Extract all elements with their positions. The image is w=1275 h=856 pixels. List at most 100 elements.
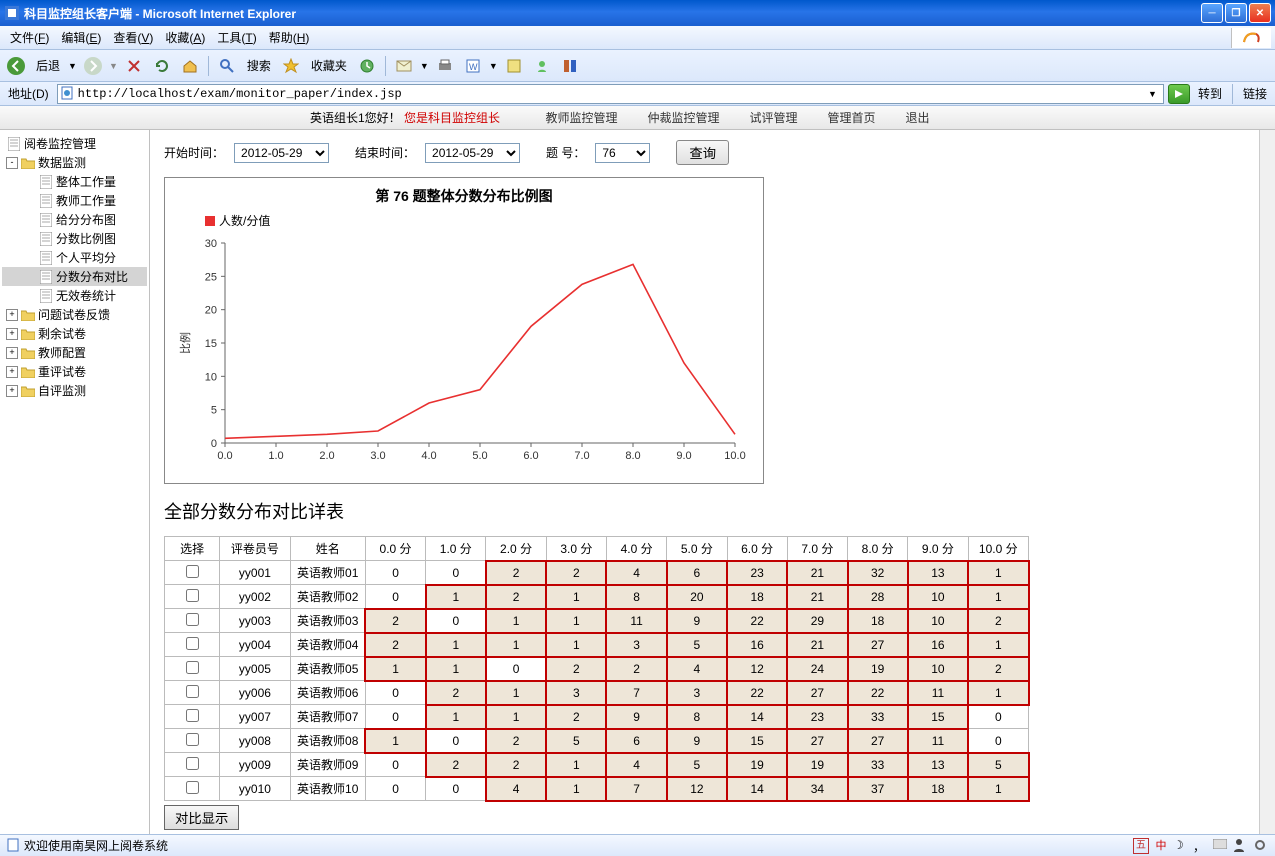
row-checkbox[interactable]: [186, 685, 199, 698]
home-button[interactable]: [178, 54, 202, 78]
links-label[interactable]: 链接: [1239, 85, 1271, 102]
score-cell: 21: [787, 633, 847, 657]
menu-h[interactable]: 帮助(H): [263, 27, 316, 48]
question-no-select[interactable]: 76: [595, 143, 650, 163]
row-checkbox[interactable]: [186, 757, 199, 770]
research-icon[interactable]: [558, 54, 582, 78]
score-cell: 2: [486, 753, 546, 777]
stop-button[interactable]: [122, 54, 146, 78]
refresh-button[interactable]: [150, 54, 174, 78]
favorites-icon[interactable]: [279, 54, 303, 78]
back-dropdown-icon[interactable]: ▼: [68, 61, 77, 71]
edit-icon[interactable]: W: [461, 54, 485, 78]
menu-f[interactable]: 文件(F): [4, 27, 55, 48]
score-cell: 21: [787, 561, 847, 585]
ime-person-icon[interactable]: [1233, 838, 1249, 854]
menu-v[interactable]: 查看(V): [107, 27, 159, 48]
menu-t[interactable]: 工具(T): [211, 27, 262, 48]
close-button[interactable]: ✕: [1249, 3, 1271, 23]
start-date-select[interactable]: 2012-05-29: [234, 143, 329, 163]
maximize-button[interactable]: ❐: [1225, 3, 1247, 23]
compare-button[interactable]: 对比显示: [164, 805, 239, 830]
tree-node-11[interactable]: +教师配置: [2, 343, 147, 362]
tree-node-8[interactable]: 无效卷统计: [2, 286, 147, 305]
row-checkbox[interactable]: [186, 733, 199, 746]
tree-node-6[interactable]: 个人平均分: [2, 248, 147, 267]
row-checkbox[interactable]: [186, 589, 199, 602]
tree-expand-icon[interactable]: +: [6, 328, 18, 340]
score-cell: 6: [667, 561, 727, 585]
tree-node-12[interactable]: +重评试卷: [2, 362, 147, 381]
ime-gear-icon[interactable]: [1253, 838, 1269, 854]
forward-button[interactable]: [81, 54, 105, 78]
table-title: 全部分数分布对比详表: [164, 498, 1261, 524]
tree-node-1[interactable]: -数据监测: [2, 153, 147, 172]
score-cell: 2: [365, 633, 425, 657]
end-date-label: 结束时间：: [355, 144, 415, 161]
nav-link-2[interactable]: 试评管理: [749, 109, 797, 126]
ime-lang-icon[interactable]: 中: [1153, 838, 1169, 854]
tree-node-10[interactable]: +剩余试卷: [2, 324, 147, 343]
nav-link-0[interactable]: 教师监控管理: [545, 109, 617, 126]
tree-expand-icon[interactable]: -: [6, 157, 18, 169]
tree-node-5[interactable]: 分数比例图: [2, 229, 147, 248]
row-checkbox[interactable]: [186, 781, 199, 794]
tree-node-2[interactable]: 整体工作量: [2, 172, 147, 191]
col-header: 评卷员号: [220, 537, 290, 561]
mail-icon[interactable]: [392, 54, 416, 78]
menu-e[interactable]: 编辑(E): [55, 27, 107, 48]
edit-dropdown-icon[interactable]: ▼: [489, 61, 498, 71]
discuss-icon[interactable]: [502, 54, 526, 78]
vertical-scrollbar[interactable]: [1259, 130, 1275, 834]
row-checkbox[interactable]: [186, 661, 199, 674]
tree-node-4[interactable]: 给分分布图: [2, 210, 147, 229]
svg-text:25: 25: [205, 271, 217, 283]
favorites-label[interactable]: 收藏夹: [307, 57, 351, 74]
go-button[interactable]: [1168, 84, 1190, 104]
row-checkbox[interactable]: [186, 637, 199, 650]
url-input[interactable]: http://localhost/exam/monitor_paper/inde…: [57, 84, 1164, 104]
history-icon[interactable]: [355, 54, 379, 78]
back-button[interactable]: [4, 54, 28, 78]
tree-expand-icon[interactable]: +: [6, 366, 18, 378]
search-icon[interactable]: [215, 54, 239, 78]
score-cell: 0: [968, 705, 1028, 729]
tree-node-13[interactable]: +自评监测: [2, 381, 147, 400]
score-cell: 1: [486, 705, 546, 729]
tree-node-7[interactable]: 分数分布对比: [2, 267, 147, 286]
tree-node-9[interactable]: +问题试卷反馈: [2, 305, 147, 324]
row-checkbox[interactable]: [186, 565, 199, 578]
go-label[interactable]: 转到: [1194, 85, 1226, 102]
score-cell: 24: [787, 657, 847, 681]
mail-dropdown-icon[interactable]: ▼: [420, 61, 429, 71]
tree-expand-icon[interactable]: +: [6, 347, 18, 359]
row-checkbox[interactable]: [186, 613, 199, 626]
ime-moon-icon[interactable]: ☽: [1173, 838, 1189, 854]
menu-a[interactable]: 收藏(A): [159, 27, 211, 48]
score-cell: 1: [365, 657, 425, 681]
reviewer-name: 英语教师05: [290, 657, 365, 681]
forward-dropdown-icon[interactable]: ▼: [109, 61, 118, 71]
ime-comma-icon[interactable]: ，: [1193, 838, 1209, 854]
end-date-select[interactable]: 2012-05-29: [425, 143, 520, 163]
print-icon[interactable]: [433, 54, 457, 78]
search-label[interactable]: 搜索: [243, 57, 275, 74]
tree-node-3[interactable]: 教师工作量: [2, 191, 147, 210]
tree-expand-icon[interactable]: +: [6, 309, 18, 321]
query-button[interactable]: 查询: [676, 140, 729, 165]
reviewer-id: yy005: [220, 657, 290, 681]
score-cell: 1: [968, 633, 1028, 657]
nav-link-4[interactable]: 退出: [906, 109, 930, 126]
messenger-icon[interactable]: [530, 54, 554, 78]
row-checkbox[interactable]: [186, 709, 199, 722]
nav-link-1[interactable]: 仲裁监控管理: [647, 109, 719, 126]
minimize-button[interactable]: ─: [1201, 3, 1223, 23]
nav-link-3[interactable]: 管理首页: [828, 109, 876, 126]
url-dropdown-icon[interactable]: ▼: [1144, 89, 1161, 99]
score-cell: 1: [546, 753, 606, 777]
tree-node-0[interactable]: 阅卷监控管理: [2, 134, 147, 153]
ime-icon[interactable]: 五: [1133, 838, 1149, 854]
ime-keyboard-icon[interactable]: [1213, 838, 1229, 854]
back-label[interactable]: 后退: [32, 57, 64, 74]
tree-expand-icon[interactable]: +: [6, 385, 18, 397]
